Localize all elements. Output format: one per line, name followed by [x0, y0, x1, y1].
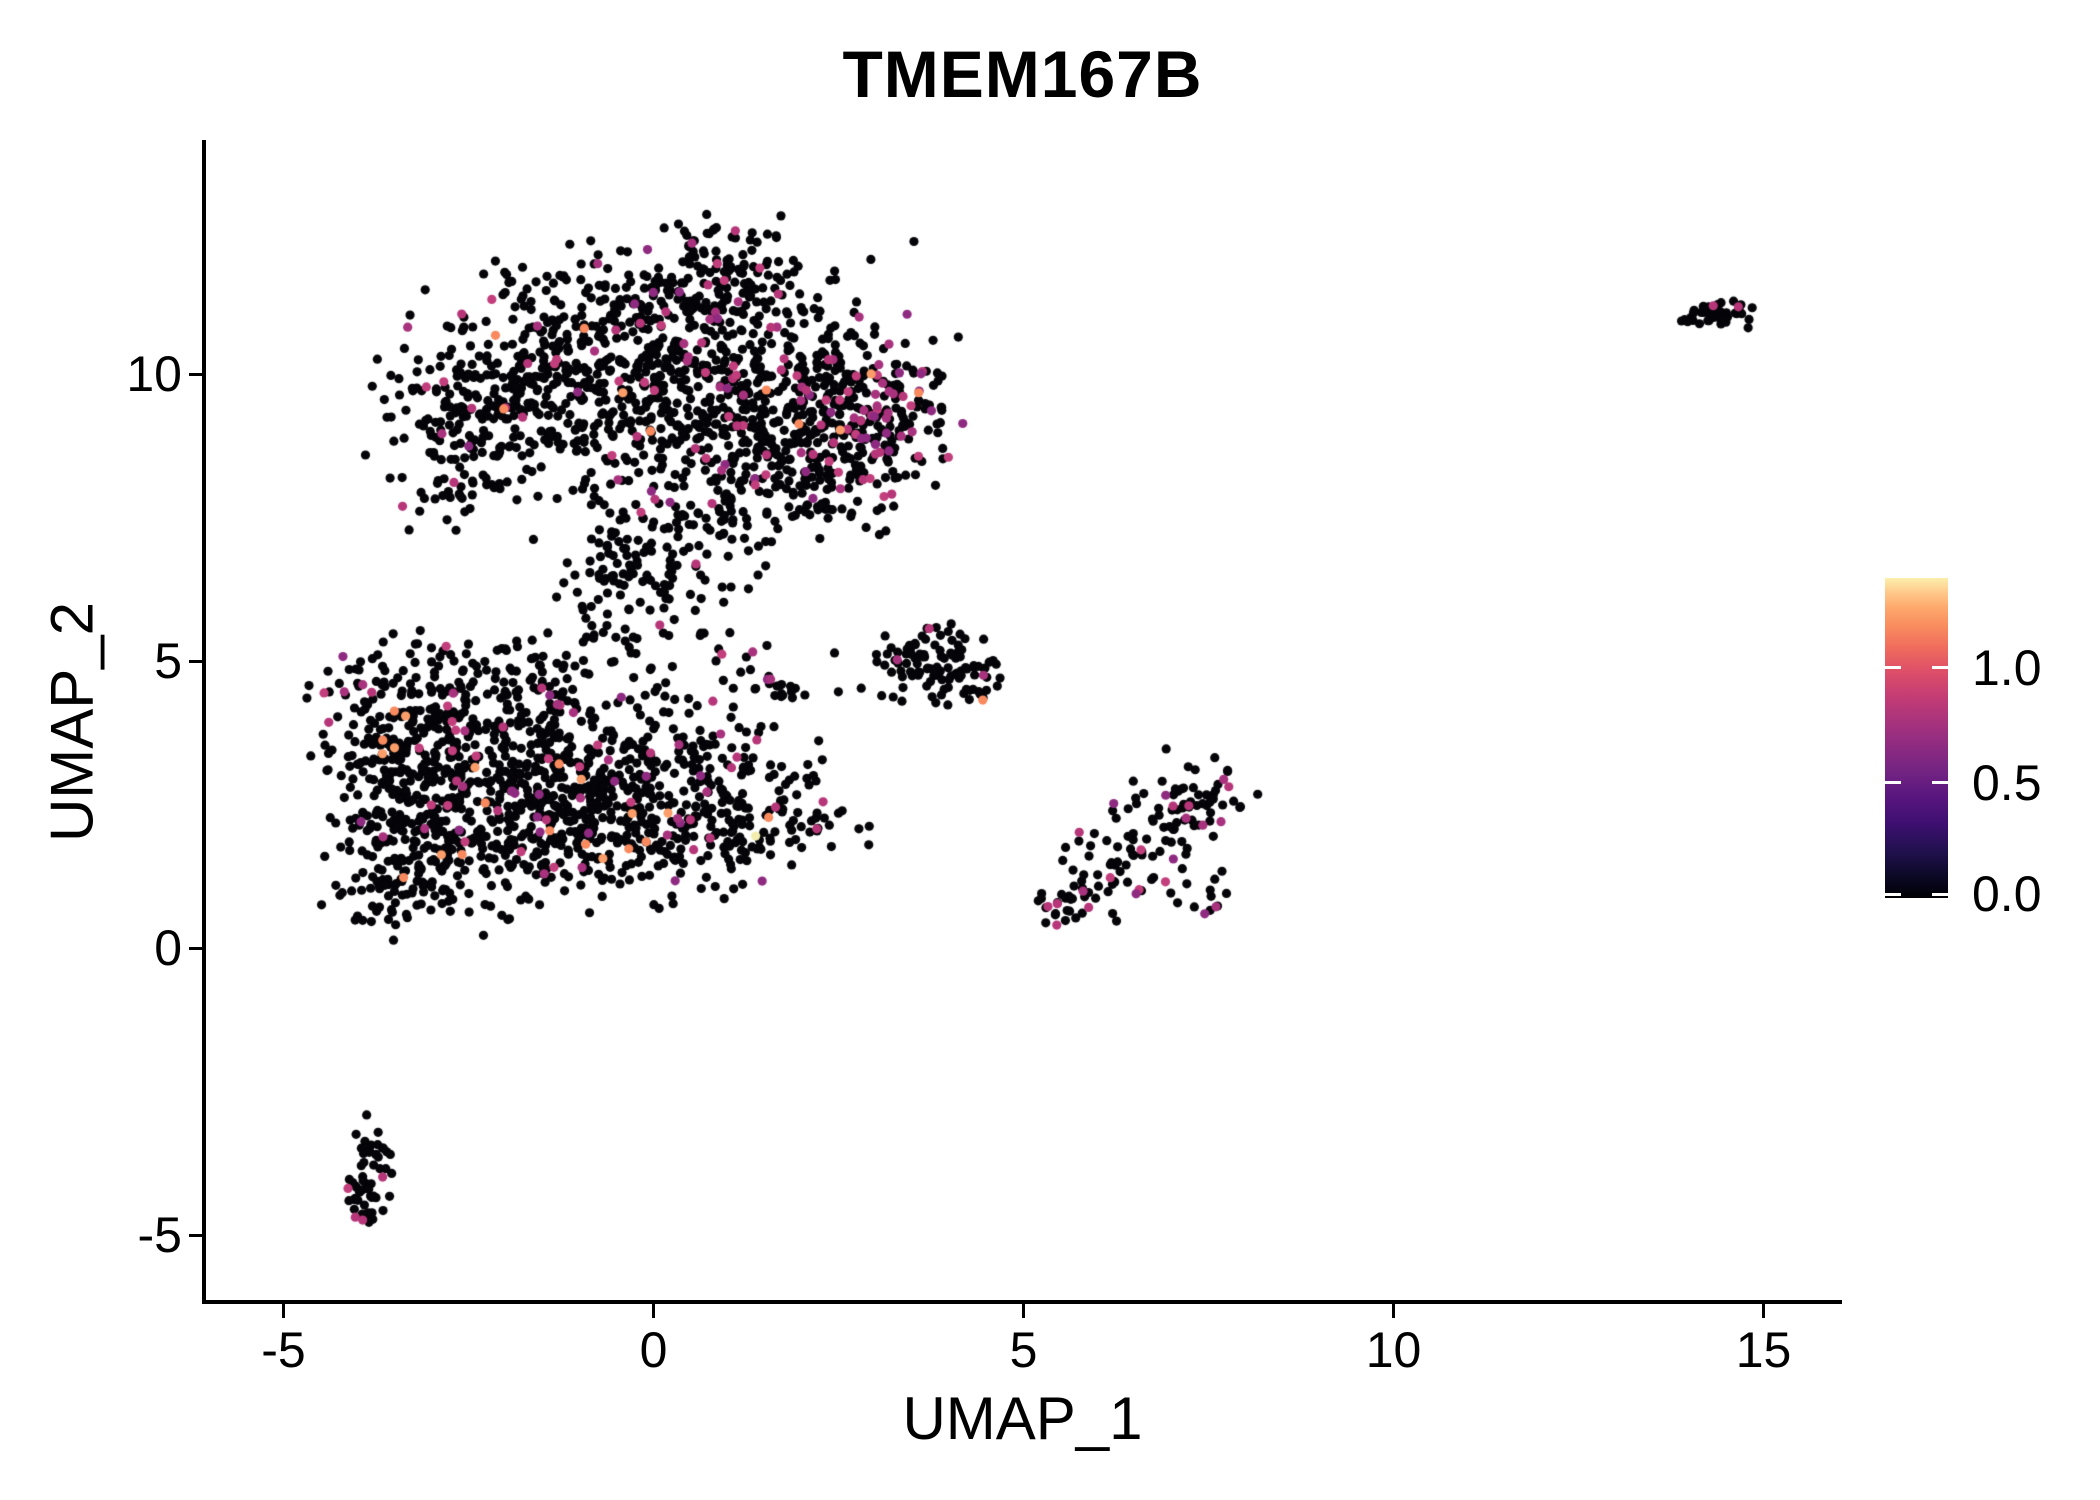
x-axis-line: [202, 1300, 1842, 1304]
x-tick: [1762, 1304, 1765, 1318]
y-axis-line: [202, 140, 206, 1304]
x-tick: [652, 1304, 655, 1318]
colorbar-tick: [1885, 666, 1901, 670]
colorbar-tick-label: 1.0: [1972, 639, 2042, 696]
y-tick: [189, 1233, 203, 1237]
x-tick: [282, 1304, 285, 1318]
y-tick: [189, 659, 203, 663]
umap-scatter-canvas: [205, 142, 1840, 1302]
y-tick-label: 10: [126, 346, 182, 402]
x-tick-label: -5: [261, 1322, 306, 1378]
x-tick-label: 10: [1365, 1322, 1422, 1378]
colorbar-tick: [1885, 892, 1901, 896]
x-tick: [1022, 1304, 1025, 1318]
x-tick-label: 15: [1735, 1322, 1792, 1378]
y-tick-label: -5: [137, 1207, 182, 1263]
y-axis-title: UMAP_2: [38, 601, 106, 843]
x-tick-label: 5: [1009, 1322, 1038, 1378]
chart-title: TMEM167B: [842, 37, 1203, 111]
expression-colorbar: [1885, 578, 1948, 898]
y-tick-label: 0: [154, 920, 182, 976]
y-tick: [189, 946, 203, 950]
colorbar-tick-label: 0.5: [1972, 754, 2042, 811]
colorbar-tick: [1932, 666, 1948, 670]
colorbar-tick-label: 0.0: [1972, 866, 2042, 922]
colorbar-tick: [1932, 781, 1948, 785]
x-axis-title: UMAP_1: [902, 1385, 1143, 1452]
x-tick: [1392, 1304, 1395, 1318]
y-tick: [189, 372, 203, 376]
y-tick-label: 5: [154, 633, 182, 689]
x-tick-label: 0: [639, 1322, 668, 1378]
colorbar-tick: [1885, 781, 1901, 785]
colorbar-tick: [1932, 892, 1948, 896]
